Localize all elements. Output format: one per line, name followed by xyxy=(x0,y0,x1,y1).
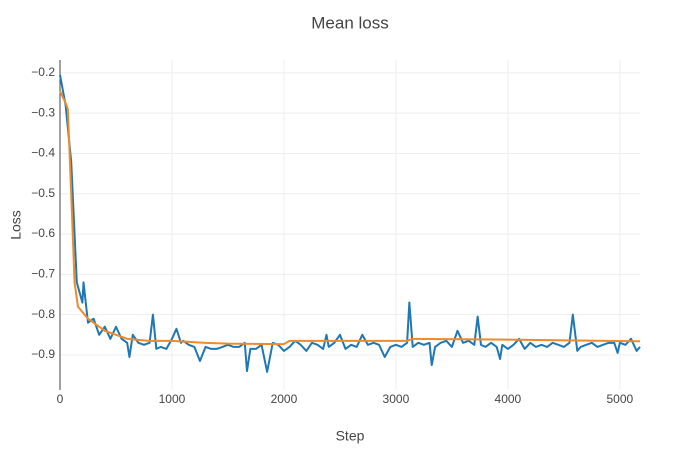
x-tick-label: 5000 xyxy=(606,392,633,406)
x-axis-title: Step xyxy=(336,428,365,444)
x-tick-label: 0 xyxy=(57,392,64,406)
y-axis-title: Loss xyxy=(8,210,24,240)
y-tick-label: −0.4 xyxy=(31,146,55,160)
x-tick-label: 2000 xyxy=(271,392,298,406)
x-tick-label: 1000 xyxy=(159,392,186,406)
y-tick-label: −0.2 xyxy=(31,65,55,79)
x-tick-label: 4000 xyxy=(495,392,522,406)
y-tick-label: −0.7 xyxy=(31,267,55,281)
y-tick-label: −0.5 xyxy=(31,186,55,200)
x-tick-label: 3000 xyxy=(383,392,410,406)
chart-title: Mean loss xyxy=(311,13,388,32)
data-line xyxy=(59,74,641,373)
y-tick-label: −0.8 xyxy=(31,307,55,321)
y-tick-label: −0.9 xyxy=(31,347,55,361)
data-line xyxy=(59,90,641,346)
y-tick-label: −0.3 xyxy=(31,105,55,119)
y-tick-label: −0.6 xyxy=(31,226,55,240)
